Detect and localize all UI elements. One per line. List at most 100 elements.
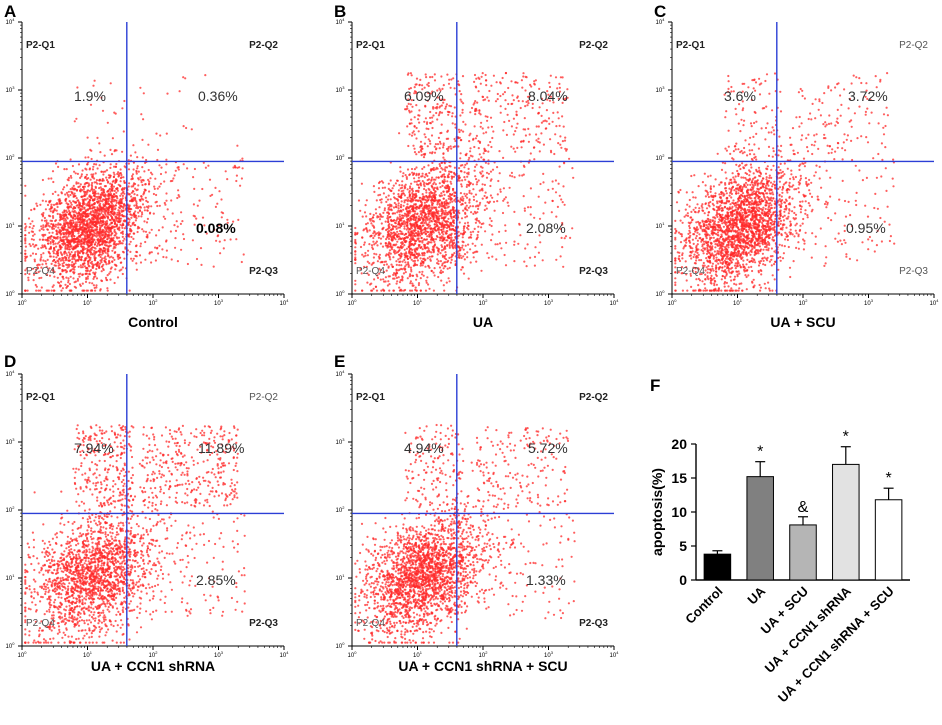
event-dot [468,207,470,209]
event-dot [161,248,163,250]
event-dot [40,254,42,256]
event-dot [440,270,442,272]
event-dot [140,243,142,245]
event-dot [141,211,143,213]
event-dot [446,138,448,140]
event-dot [48,251,50,253]
event-dot [378,206,380,208]
event-dot [58,262,60,264]
event-dot [485,131,487,133]
event-dot [139,199,141,201]
event-dot [150,205,152,207]
event-dot [24,195,26,197]
event-dot [533,83,535,85]
event-dot [97,207,99,209]
event-dot [407,277,409,279]
event-dot [438,176,440,178]
event-dot [46,221,48,223]
event-dot [404,108,406,110]
event-dot [123,251,125,253]
event-dot [463,193,465,195]
event-dot [112,196,114,198]
event-dot [67,203,69,205]
event-dot [194,215,196,217]
event-dot [177,189,179,191]
event-dot [414,213,416,215]
event-dot [504,108,506,110]
event-dot [44,245,46,247]
event-dot [469,150,471,152]
event-dot [75,260,77,262]
event-dot [397,227,399,229]
event-dot [62,269,64,271]
event-dot [372,220,374,222]
event-dot [101,200,103,202]
event-dot [499,172,501,174]
event-dot [368,262,370,264]
event-dot [390,190,392,192]
event-dot [361,183,363,185]
event-dot [144,189,146,191]
event-dot [466,251,468,253]
event-dot [462,75,464,77]
event-dot [88,257,90,259]
event-dot [59,237,61,239]
event-dot [429,152,431,154]
event-dot [428,204,430,206]
event-dot [116,187,118,189]
event-dot [474,166,476,168]
event-dot [400,187,402,189]
event-dot [423,254,425,256]
event-dot [164,218,166,220]
event-dot [444,186,446,188]
event-dot [404,187,406,189]
event-dot [422,193,424,195]
event-dot [57,254,59,256]
event-dot [481,76,483,78]
event-dot [77,232,79,234]
event-dot [122,273,124,275]
event-dot [363,228,365,230]
event-dot [393,193,395,195]
event-dot [402,209,404,211]
event-dot [29,226,31,228]
event-dot [60,281,62,283]
event-dot [73,211,75,213]
event-dot [444,108,446,110]
event-dot [470,211,472,213]
event-dot [398,189,400,191]
event-dot [120,174,122,176]
event-dot [175,170,177,172]
event-dot [465,154,467,156]
event-dot [135,244,137,246]
event-dot [398,184,400,186]
event-dot [42,200,44,202]
event-dot [165,200,167,202]
event-dot [52,211,54,213]
event-dot [515,111,517,113]
event-dot [388,290,390,292]
event-dot [472,213,474,215]
event-dot [502,77,504,79]
event-dot [477,208,479,210]
event-dot [431,162,433,164]
event-dot [434,229,436,231]
event-dot [433,290,435,292]
event-dot [486,177,488,179]
event-dot [476,135,478,137]
event-dot [385,261,387,263]
event-dot [187,263,189,265]
event-dot [390,246,392,248]
x-tick-label: 104 [280,298,290,307]
event-dot [462,109,464,111]
event-dot [42,252,44,254]
event-dot [52,170,54,172]
event-dot [425,221,427,223]
event-dot [485,192,487,194]
event-dot [448,165,450,167]
event-dot [362,216,364,218]
event-dot [483,152,485,154]
event-dot [481,223,483,225]
event-dot [104,233,106,235]
event-dot [86,249,88,251]
